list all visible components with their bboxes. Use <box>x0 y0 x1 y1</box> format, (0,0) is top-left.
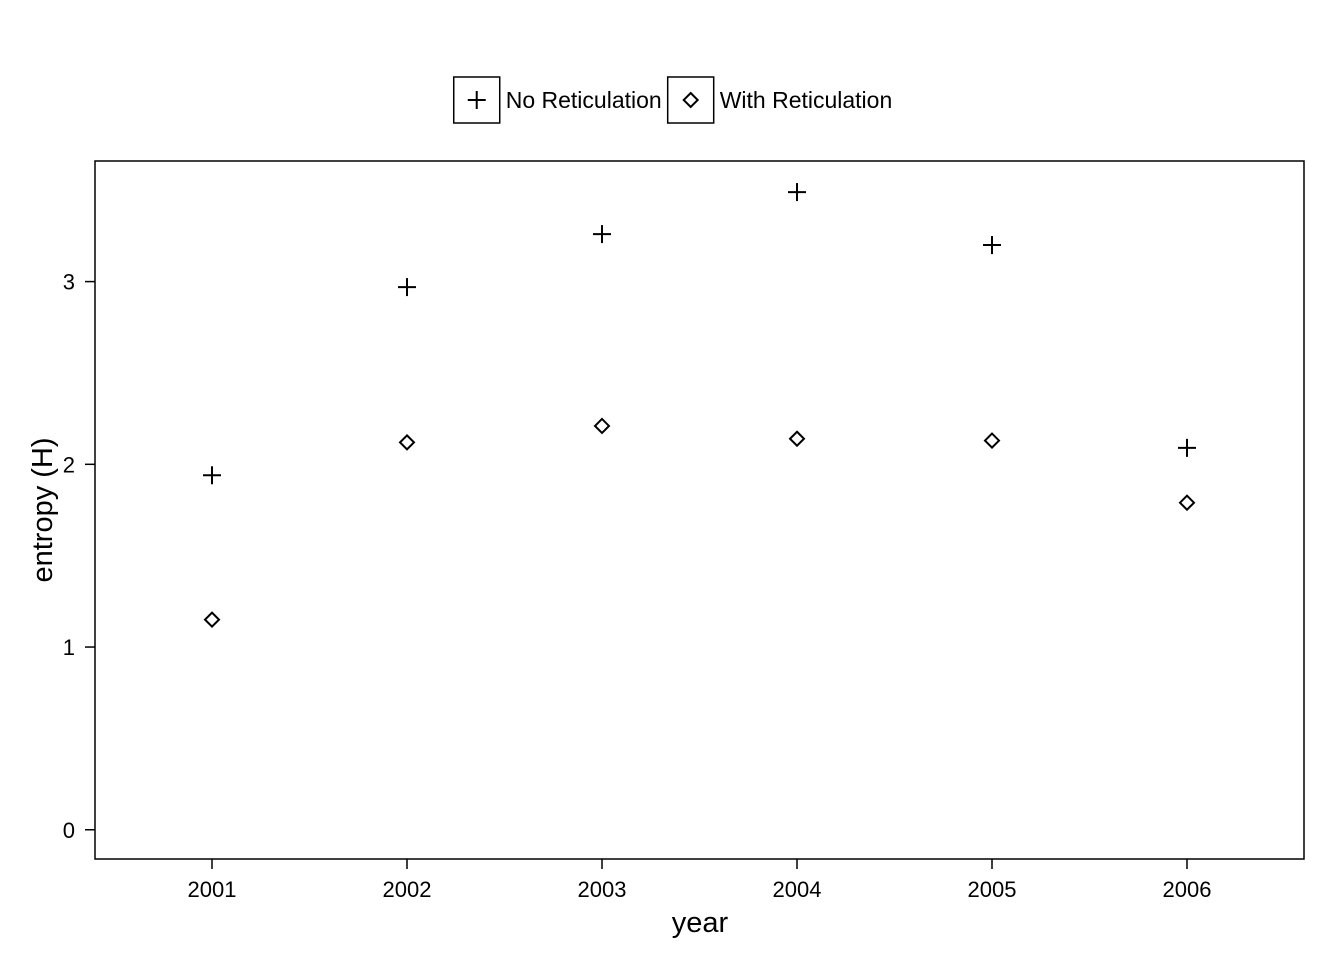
y-tick-label: 0 <box>63 818 75 843</box>
y-axis-title: entropy (H) <box>27 437 59 582</box>
data-points <box>203 183 1196 629</box>
plus-point <box>203 466 221 485</box>
y-tick-label: 3 <box>63 270 75 295</box>
diamond-point <box>593 417 611 435</box>
diamond-point <box>1178 494 1196 512</box>
x-tick-label: 2001 <box>188 877 237 902</box>
plus-point <box>398 278 416 297</box>
x-tick-label: 2004 <box>773 877 822 902</box>
diamond-icon <box>682 91 700 109</box>
y-tick-label: 1 <box>63 635 75 660</box>
plus-point <box>593 225 611 244</box>
diamond-point <box>788 430 806 448</box>
plus-icon <box>467 91 486 109</box>
diamond-point <box>983 432 1001 449</box>
x-axis: 2001 2002 2003 2004 2005 2006 <box>188 859 1212 902</box>
diamond-point <box>203 611 221 629</box>
legend-item: No Reticulation <box>452 76 662 124</box>
legend-key-box <box>452 76 501 124</box>
x-tick-label: 2006 <box>1163 877 1212 902</box>
y-tick-label: 2 <box>63 452 75 477</box>
legend-key-box <box>666 76 715 124</box>
plus-point <box>1178 438 1196 457</box>
plus-point <box>983 236 1001 255</box>
x-tick-label: 2003 <box>578 877 627 902</box>
legend: No Reticulation With Reticulation <box>452 76 893 124</box>
x-tick-label: 2002 <box>383 877 432 902</box>
legend-label: With Reticulation <box>720 87 893 113</box>
x-tick-label: 2005 <box>968 877 1017 902</box>
legend-label: No Reticulation <box>506 87 662 113</box>
plus-point <box>788 183 806 202</box>
legend-item: With Reticulation <box>666 76 893 124</box>
plot-frame <box>94 160 1305 860</box>
x-axis-title: year <box>672 907 729 939</box>
y-axis: 0 1 2 3 <box>63 270 95 843</box>
diamond-point <box>398 433 416 451</box>
